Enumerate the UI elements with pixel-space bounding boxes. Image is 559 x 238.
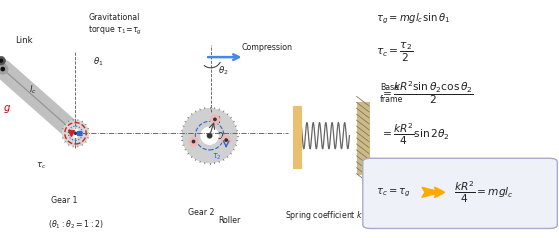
Text: Gravitational: Gravitational	[89, 13, 140, 22]
Text: $\tau_c = \dfrac{\tau_2}{2}$: $\tau_c = \dfrac{\tau_2}{2}$	[376, 41, 413, 64]
Text: torque $\tau_1\!=\!\tau_g$: torque $\tau_1\!=\!\tau_g$	[88, 24, 141, 37]
Ellipse shape	[189, 137, 198, 146]
Ellipse shape	[182, 108, 237, 163]
Ellipse shape	[0, 56, 6, 65]
Text: Spring coefficient $k$: Spring coefficient $k$	[285, 209, 363, 222]
Text: Gear 1: Gear 1	[51, 197, 78, 205]
Ellipse shape	[225, 139, 228, 141]
Text: $(\theta_1 : \theta_2 = 1 : 2)$: $(\theta_1 : \theta_2 = 1 : 2)$	[48, 218, 103, 231]
Ellipse shape	[72, 129, 79, 138]
Bar	[357, 102, 369, 174]
Text: frame: frame	[380, 95, 404, 104]
Text: $O_2$: $O_2$	[216, 130, 226, 143]
Ellipse shape	[74, 132, 77, 134]
Text: $= \dfrac{kR^2\sin\theta_2\cos\theta_2}{2}$: $= \dfrac{kR^2\sin\theta_2\cos\theta_2}{…	[380, 79, 474, 106]
Text: $\tau_g = mgl_c\sin\theta_1$: $\tau_g = mgl_c\sin\theta_1$	[376, 12, 449, 26]
Text: $\theta_2$: $\theta_2$	[217, 65, 228, 77]
Text: $\theta_1$: $\theta_1$	[93, 55, 103, 68]
Ellipse shape	[192, 140, 195, 143]
FancyBboxPatch shape	[363, 158, 557, 228]
Text: $\tau_c = \tau_g$: $\tau_c = \tau_g$	[376, 186, 410, 198]
Ellipse shape	[221, 135, 231, 145]
Ellipse shape	[207, 134, 212, 138]
Text: $= \dfrac{kR^2}{4}\sin 2\theta_2$: $= \dfrac{kR^2}{4}\sin 2\theta_2$	[380, 122, 450, 147]
Text: $l_c$: $l_c$	[29, 84, 36, 96]
Ellipse shape	[210, 115, 220, 124]
Ellipse shape	[214, 118, 216, 121]
Text: $R$: $R$	[215, 114, 221, 124]
Text: Link: Link	[15, 36, 32, 45]
Bar	[293, 106, 301, 168]
Ellipse shape	[63, 120, 88, 146]
Ellipse shape	[1, 67, 4, 71]
Text: $\tau_2$: $\tau_2$	[212, 151, 221, 162]
Text: Compression: Compression	[241, 44, 292, 52]
Ellipse shape	[0, 64, 8, 74]
Text: $\tau_c$: $\tau_c$	[36, 161, 47, 171]
Text: $g$: $g$	[3, 103, 11, 115]
Text: Gear 2: Gear 2	[188, 208, 215, 217]
Text: $\dfrac{kR^2}{4} = mgl_c$: $\dfrac{kR^2}{4} = mgl_c$	[454, 180, 514, 205]
Ellipse shape	[201, 127, 219, 144]
Text: Base: Base	[380, 84, 399, 92]
Text: Roller: Roller	[218, 216, 240, 224]
Ellipse shape	[0, 59, 3, 62]
